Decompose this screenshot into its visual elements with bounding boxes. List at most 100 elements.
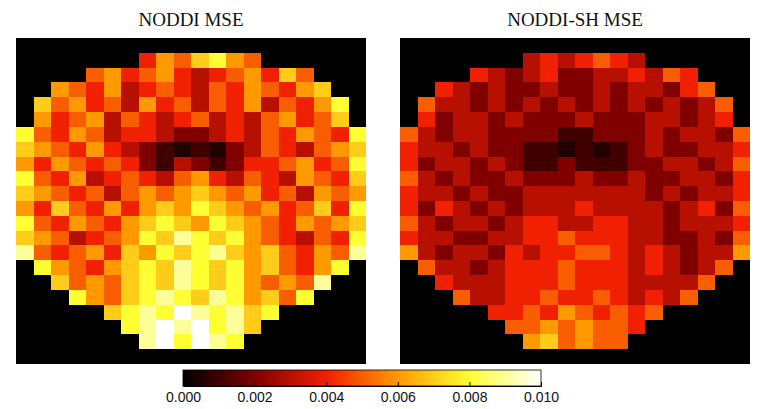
heatmap-cell — [418, 142, 436, 157]
heatmap-cell — [191, 142, 209, 157]
heatmap-cell — [86, 290, 104, 305]
heatmap-cell — [314, 245, 332, 260]
heatmap-cell — [645, 320, 663, 335]
heatmap-cell — [156, 320, 174, 335]
heatmap-cell — [261, 260, 279, 275]
heatmap-cell — [191, 127, 209, 142]
heatmap-cell — [261, 171, 279, 186]
heatmap-cell — [558, 186, 576, 201]
heatmap-cell — [400, 82, 418, 97]
heatmap-cell — [104, 82, 122, 97]
heatmap-cell — [209, 275, 227, 290]
heatmap-cell — [488, 157, 506, 172]
heatmap-cell — [435, 53, 453, 68]
heatmap-cell — [733, 305, 751, 320]
heatmap-cell — [540, 349, 558, 364]
heatmap-cell — [418, 231, 436, 246]
heatmap-cell — [470, 157, 488, 172]
heatmap-cell — [174, 112, 192, 127]
heatmap-cell — [244, 142, 262, 157]
heatmap-cell — [16, 334, 34, 349]
heatmap-cell — [645, 334, 663, 349]
heatmap-cell — [331, 290, 349, 305]
heatmap-cell — [470, 53, 488, 68]
heatmap-cell — [558, 68, 576, 83]
heatmap-cell — [156, 97, 174, 112]
heatmap-cell — [663, 112, 681, 127]
heatmap-cell — [523, 38, 541, 53]
heatmap-cell — [400, 112, 418, 127]
heatmap-cell — [435, 38, 453, 53]
heatmap-cell — [505, 53, 523, 68]
heatmap-cell — [139, 112, 157, 127]
heatmap-cell — [16, 142, 34, 157]
heatmap-cell — [453, 320, 471, 335]
heatmap-cell — [575, 38, 593, 53]
heatmap-cell — [715, 97, 733, 112]
heatmap-cell — [610, 97, 628, 112]
heatmap-cell — [663, 320, 681, 335]
heatmap-cell — [139, 38, 157, 53]
heatmap-cell — [575, 349, 593, 364]
heatmap-cell — [121, 320, 139, 335]
heatmap-cell — [314, 260, 332, 275]
heatmap-cell — [715, 216, 733, 231]
heatmap-cell — [453, 127, 471, 142]
heatmap-cell — [156, 334, 174, 349]
heatmap-cell — [610, 38, 628, 53]
heatmap-cell — [314, 157, 332, 172]
heatmap-cell — [261, 320, 279, 335]
heatmap-cell — [314, 201, 332, 216]
colorbar-tick-mark — [469, 382, 470, 386]
heatmap-cell — [593, 171, 611, 186]
heatmap-cell — [279, 305, 297, 320]
heatmap-cell — [104, 216, 122, 231]
heatmap-cell — [733, 290, 751, 305]
heatmap-cell — [470, 97, 488, 112]
heatmap-cell — [645, 68, 663, 83]
heatmap-cell — [261, 201, 279, 216]
heatmap-cell — [331, 157, 349, 172]
heatmap-cell — [349, 320, 367, 335]
heatmap-cell — [715, 38, 733, 53]
heatmap-cell — [261, 53, 279, 68]
heatmap-cell — [593, 231, 611, 246]
heatmap-cell — [698, 171, 716, 186]
heatmap-cell — [663, 186, 681, 201]
heatmap-cell — [139, 97, 157, 112]
heatmap-cell — [331, 186, 349, 201]
heatmap-cell — [51, 171, 69, 186]
heatmap-cell — [575, 320, 593, 335]
heatmap-cell — [349, 201, 367, 216]
heatmap-cell — [680, 349, 698, 364]
heatmap-cell — [663, 142, 681, 157]
heatmap-cell — [505, 38, 523, 53]
heatmap-cell — [209, 305, 227, 320]
heatmap-cell — [733, 334, 751, 349]
heatmap-cell — [593, 245, 611, 260]
heatmap-cell — [139, 349, 157, 364]
heatmap-cell — [209, 320, 227, 335]
heatmap-cell — [610, 349, 628, 364]
heatmap-cell — [593, 82, 611, 97]
heatmap-cell — [505, 201, 523, 216]
heatmap-cell — [244, 320, 262, 335]
heatmap-cell — [628, 290, 646, 305]
heatmap-cell — [349, 231, 367, 246]
heatmap-cell — [610, 231, 628, 246]
heatmap-cell — [523, 349, 541, 364]
heatmap-cell — [698, 97, 716, 112]
heatmap-cell — [680, 186, 698, 201]
heatmap-cell — [488, 82, 506, 97]
heatmap-cell — [645, 171, 663, 186]
heatmap-cell — [610, 53, 628, 68]
heatmap-cell — [104, 127, 122, 142]
heatmap-cell — [86, 97, 104, 112]
heatmap-cell — [593, 97, 611, 112]
heatmap-cell — [418, 305, 436, 320]
heatmap-cell — [279, 186, 297, 201]
heatmap-cell — [16, 245, 34, 260]
heatmap-cell — [156, 305, 174, 320]
heatmap-cell — [331, 216, 349, 231]
heatmap-cell — [540, 334, 558, 349]
